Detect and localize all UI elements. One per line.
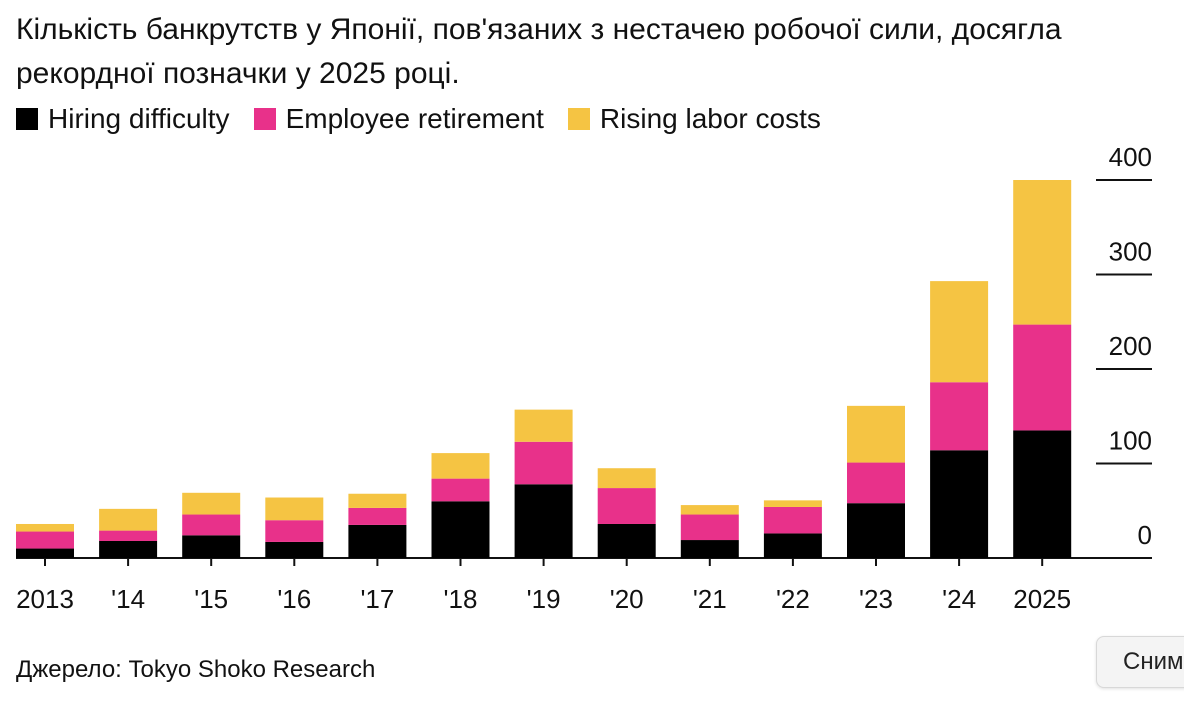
stacked-bar-chart: 0 100 200 300 400 2013 '14 '15 '16 '17 '18 '19 '20 '2… (16, 142, 1152, 614)
y-tick-label-100: 100 (1109, 426, 1152, 456)
bar-employee-retirement-9 (763, 506, 822, 534)
bar-employee-retirement-10 (847, 462, 905, 504)
legend-swatch-hiring-difficulty (16, 108, 38, 130)
snapshot-button[interactable]: Сним (1096, 636, 1184, 688)
bar-hiring-difficulty-12 (1013, 430, 1072, 558)
bar-rising-labor-costs-12 (1013, 180, 1072, 325)
y-tick-label-400: 400 (1109, 142, 1152, 172)
chart-title: Кількість банкрутств у Японії, пов'язани… (16, 13, 1062, 90)
x-tick-label-8: '21 (693, 584, 727, 614)
bar-rising-labor-costs-11 (930, 281, 989, 383)
bar-employee-retirement-4 (348, 507, 407, 525)
bar-hiring-difficulty-9 (763, 533, 822, 558)
bar-employee-retirement-8 (680, 514, 739, 541)
legend-item-hiring-difficulty: Hiring difficulty (16, 103, 230, 135)
bar-employee-retirement-12 (1013, 324, 1072, 431)
bar-rising-labor-costs-7 (597, 468, 656, 489)
bar-employee-retirement-7 (597, 488, 656, 524)
x-tick-label-7: '20 (610, 584, 644, 614)
legend-swatch-rising-labor-costs (567, 108, 590, 130)
x-tick-label-9: '22 (776, 584, 810, 614)
bar-hiring-difficulty-8 (680, 540, 739, 558)
legend-label-hiring-difficulty: Hiring difficulty (48, 103, 230, 134)
bar-hiring-difficulty-1 (99, 540, 158, 558)
bar-hiring-difficulty-11 (930, 450, 989, 558)
x-tick-label-4: '17 (360, 584, 394, 614)
bar-rising-labor-costs-10 (847, 405, 905, 463)
bar-employee-retirement-2 (182, 514, 241, 536)
bar-employee-retirement-0 (16, 531, 74, 549)
bar-rising-labor-costs-2 (182, 492, 241, 515)
bar-employee-retirement-1 (99, 530, 158, 541)
legend-item-employee-retirement: Employee retirement (253, 103, 544, 135)
bar-hiring-difficulty-2 (182, 535, 241, 558)
y-tick-label-300: 300 (1109, 237, 1152, 267)
bar-hiring-difficulty-10 (847, 503, 905, 558)
bar-rising-labor-costs-4 (348, 493, 407, 508)
bar-hiring-difficulty-0 (16, 548, 74, 558)
y-tick-label-0: 0 (1138, 520, 1152, 550)
x-tick-label-12: 2025 (1013, 584, 1071, 614)
x-tick-label-6: '19 (527, 584, 561, 614)
legend-swatch-employee-retirement (253, 108, 276, 130)
source-text: Джерело: Tokyo Shoko Research (16, 656, 376, 683)
x-tick-label-5: '18 (444, 584, 478, 614)
bar-rising-labor-costs-5 (431, 453, 490, 479)
legend-label-rising-labor-costs: Rising labor costs (599, 103, 821, 134)
x-tick-label-1: '14 (111, 584, 145, 614)
bar-rising-labor-costs-6 (514, 409, 573, 442)
bar-rising-labor-costs-3 (265, 497, 324, 521)
bar-rising-labor-costs-1 (99, 508, 158, 531)
bar-hiring-difficulty-3 (265, 541, 324, 558)
bar-employee-retirement-3 (265, 520, 324, 542)
legend-item-rising-labor-costs: Rising labor costs (567, 103, 821, 135)
y-tick-label-200: 200 (1109, 331, 1152, 361)
bar-hiring-difficulty-4 (348, 524, 407, 558)
x-tick-label-11: '24 (942, 584, 976, 614)
x-tick-label-10: '23 (859, 584, 893, 614)
bar-employee-retirement-5 (431, 478, 490, 502)
bar-hiring-difficulty-5 (431, 501, 490, 558)
legend: Hiring difficulty Employee retirement Ri… (16, 102, 845, 136)
bar-hiring-difficulty-6 (514, 484, 573, 558)
bar-employee-retirement-11 (930, 382, 989, 451)
x-tick-label-0: 2013 (16, 584, 74, 614)
bar-rising-labor-costs-0 (16, 523, 74, 532)
legend-label-employee-retirement: Employee retirement (285, 103, 544, 134)
x-tick-label-2: '15 (194, 584, 228, 614)
bar-rising-labor-costs-8 (680, 505, 739, 515)
bar-rising-labor-costs-9 (763, 500, 822, 507)
bar-hiring-difficulty-7 (597, 523, 656, 558)
bar-employee-retirement-6 (514, 441, 573, 485)
x-tick-label-3: '16 (277, 584, 311, 614)
